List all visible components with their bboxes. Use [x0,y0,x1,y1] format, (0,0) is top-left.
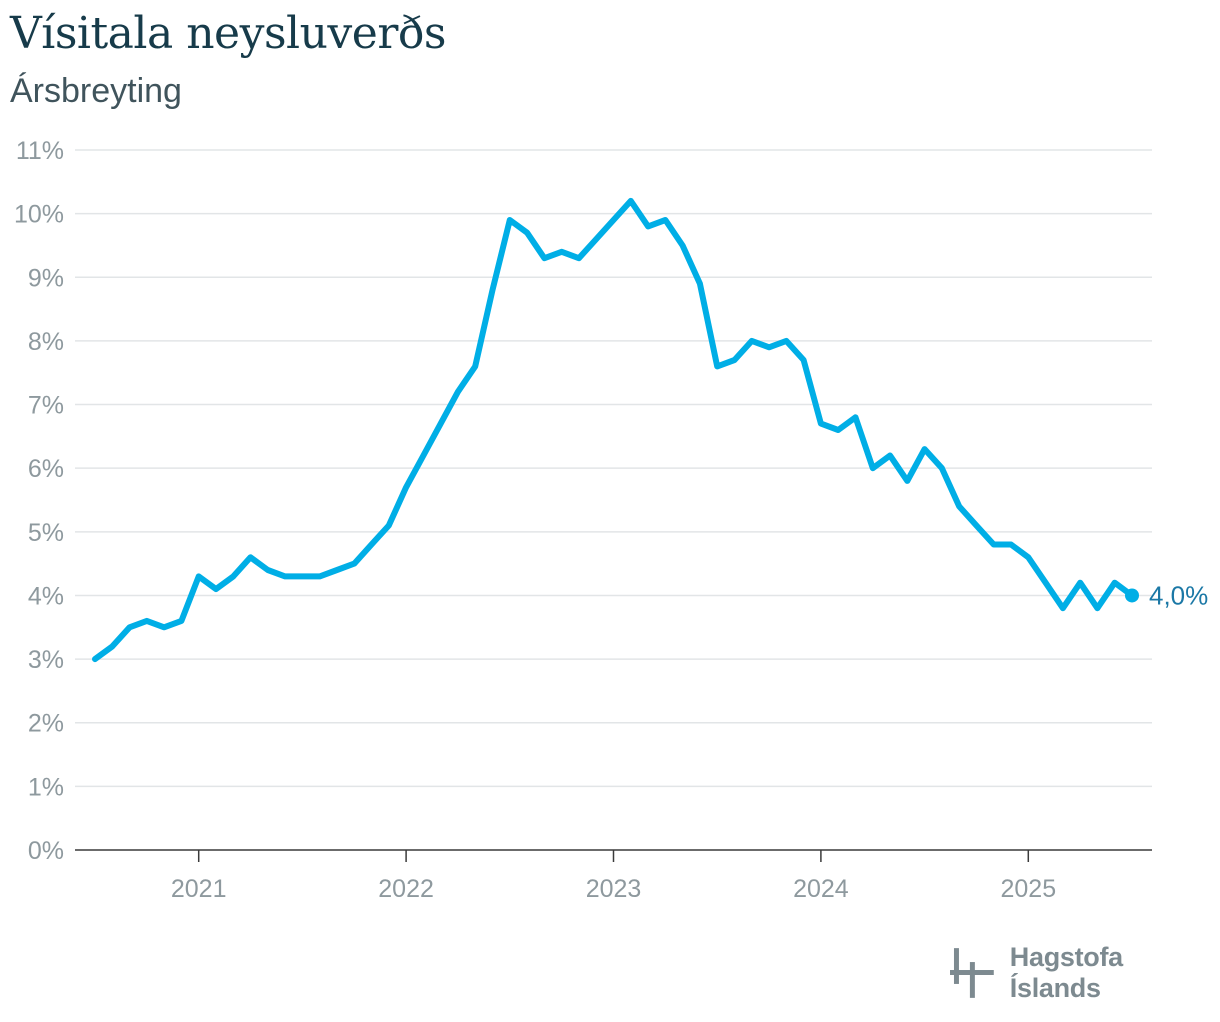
chart-subtitle: Ársbreyting [10,72,182,110]
hagstofa-logo-icon [950,948,994,998]
series-line [92,197,1135,663]
series-group: 4,0% [92,197,1208,663]
gridlines [75,149,1152,788]
y-tick-label: 5% [28,519,64,547]
hagstofa-logo[interactable]: Hagstofa Íslands [950,942,1220,1003]
y-tick-label: 11% [16,137,64,165]
y-tick-label: 1% [28,773,64,801]
end-point [1125,588,1139,603]
y-tick-label: 7% [28,392,64,420]
end-value-label: 4,0% [1149,580,1208,610]
y-tick-label: 2% [28,710,64,738]
y-tick-label: 4% [28,582,64,610]
y-tick-label: 9% [28,264,64,292]
y-tick-label: 10% [14,201,64,229]
y-axis-ticks: 0% 1% 2% 3% 4% 5% 6% 7% 8% 9% 10% 11% [14,137,64,865]
y-tick-label: 3% [28,646,64,674]
y-tick-label: 0% [28,837,64,865]
x-tick-label: 2024 [793,875,849,903]
chart-title: Vísitala neysluverðs [10,8,446,59]
x-tick-label: 2023 [586,875,642,903]
x-tick-label: 2022 [378,875,434,903]
x-tick-label: 2025 [1000,875,1056,903]
x-tick-label: 2021 [171,875,227,903]
x-axis-ticks: 2021 2022 2023 2024 2025 [171,850,1056,903]
brand-name: Hagstofa Íslands [1009,942,1123,1003]
y-tick-label: 6% [28,455,64,483]
y-tick-label: 8% [28,328,64,356]
